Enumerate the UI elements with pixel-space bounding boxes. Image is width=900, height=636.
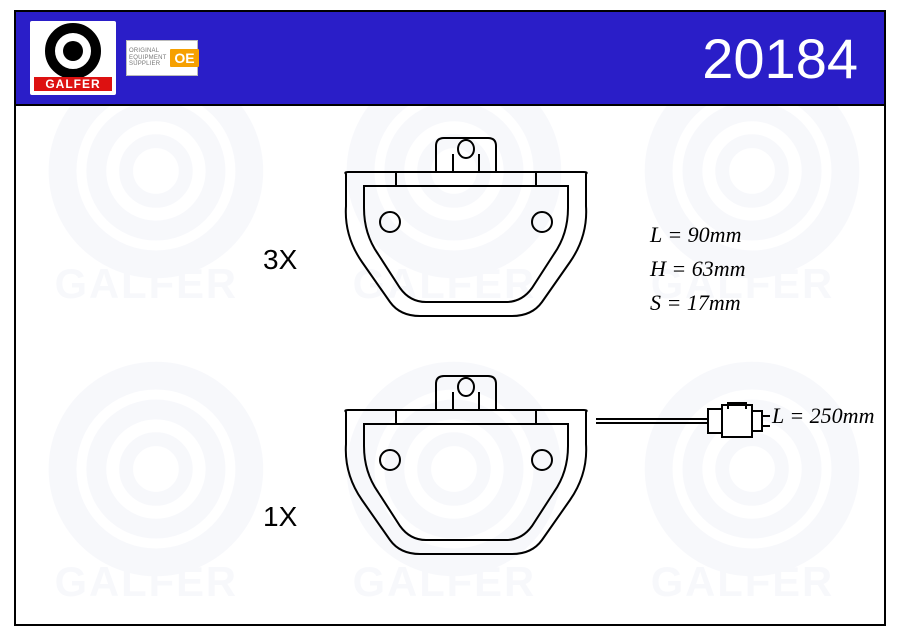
sensor-wire-connector: [596, 401, 774, 441]
dimensions-block: L = 90mm H = 63mm S = 17mm: [650, 218, 746, 320]
oe-badge: ORIGINAL EQUIPMENT SUPPLIER OE: [126, 40, 198, 76]
diagram-frame: GALFER GALFER ORIGINAL EQUIPMENT SUPPLIE…: [14, 10, 886, 626]
logo-block: GALFER ORIGINAL EQUIPMENT SUPPLIER OE: [30, 21, 198, 95]
dim-length: L = 90mm: [650, 218, 746, 252]
header-bar: GALFER ORIGINAL EQUIPMENT SUPPLIER OE 20…: [16, 12, 884, 106]
dim-height: H = 63mm: [650, 252, 746, 286]
brake-pad-top: [336, 136, 596, 326]
brake-pad-bottom: [336, 374, 596, 564]
oe-badge-text: ORIGINAL EQUIPMENT SUPPLIER: [129, 48, 166, 68]
wire-length-label: L = 250mm: [772, 403, 874, 429]
quantity-label-top: 3X: [263, 244, 297, 276]
oe-mark: OE: [170, 49, 198, 67]
galfer-logo-icon: GALFER: [30, 21, 116, 95]
part-number: 20184: [702, 26, 858, 91]
svg-text:GALFER: GALFER: [45, 77, 100, 91]
dim-thickness: S = 17mm: [650, 286, 746, 320]
quantity-label-bottom: 1X: [263, 501, 297, 533]
diagram-content: 3X 1X L = 90mm H = 63mm S = 17mm: [16, 106, 884, 624]
